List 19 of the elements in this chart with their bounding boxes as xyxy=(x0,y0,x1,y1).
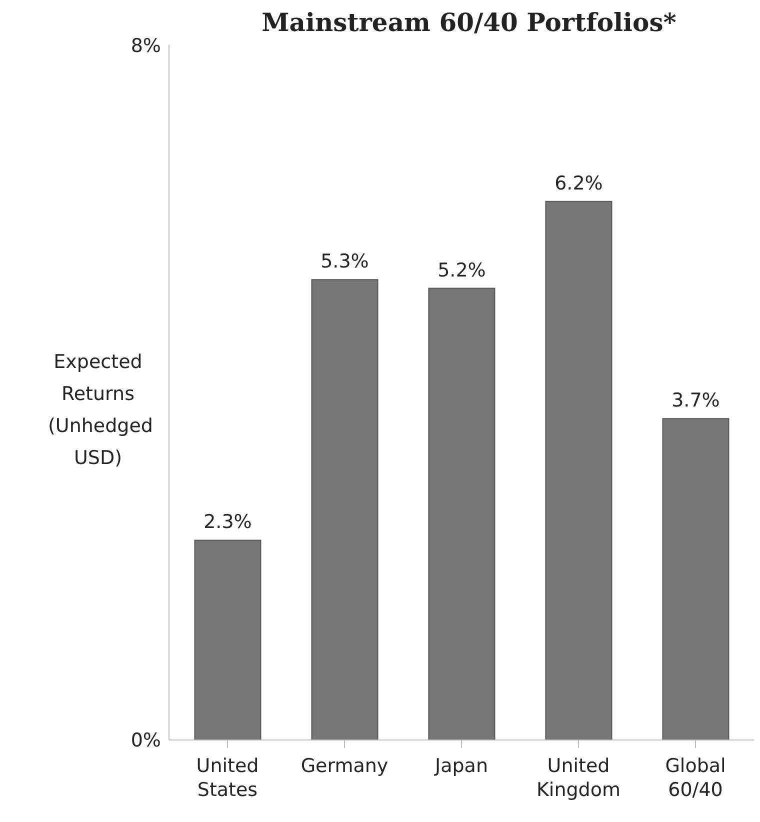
y-tick-label: 0% xyxy=(130,730,161,752)
bar xyxy=(545,200,612,740)
bar xyxy=(194,540,262,740)
data-label: 5.3% xyxy=(320,250,369,273)
bar xyxy=(428,288,496,740)
x-tick-label: Germany xyxy=(300,755,388,777)
y-axis-title: Expected Returns (Unhedged USD) xyxy=(48,350,153,471)
data-label: 6.2% xyxy=(554,172,603,194)
data-label: 5.2% xyxy=(438,259,486,282)
bar xyxy=(662,418,730,740)
x-tick-label: United States xyxy=(196,755,259,801)
x-tick-label: United Kingdom xyxy=(536,755,621,801)
x-tick-label: Japan xyxy=(434,755,488,777)
bar xyxy=(311,279,378,740)
y-tick-label: 8% xyxy=(130,34,161,57)
data-label: 3.7% xyxy=(672,390,720,412)
data-label: 2.3% xyxy=(204,511,252,534)
chart-title: Mainstream 60/40 Portfolios* xyxy=(260,8,678,37)
x-tick-label: Global 60/40 xyxy=(665,755,726,801)
